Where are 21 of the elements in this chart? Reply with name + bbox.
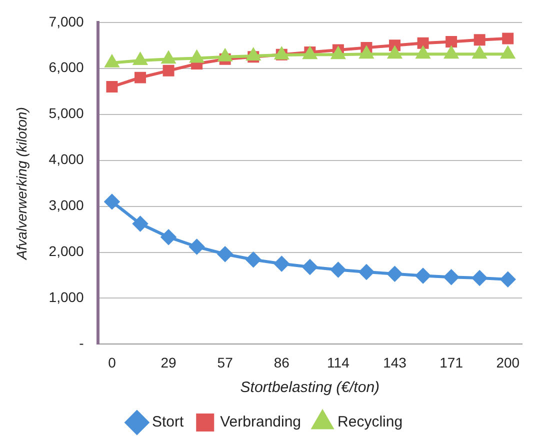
y-tick-label: 1,000 bbox=[48, 289, 84, 306]
x-tick-label: 86 bbox=[274, 354, 290, 370]
x-tick-label: 114 bbox=[327, 354, 350, 370]
y-tick-label: 7,000 bbox=[48, 13, 84, 30]
legend-label: Recycling bbox=[338, 414, 403, 431]
legend-label: Verbranding bbox=[220, 414, 302, 431]
y-tick-label: 6,000 bbox=[48, 59, 84, 76]
legend-label: Stort bbox=[152, 414, 184, 431]
x-axis-title: Stortbelasting (€/ton) bbox=[240, 379, 380, 396]
x-tick-label: 200 bbox=[496, 354, 520, 370]
y-axis-title: Afvalverwerking (kiloton) bbox=[13, 107, 30, 261]
y-tick-label: - bbox=[79, 335, 84, 352]
x-tick-label: 57 bbox=[217, 354, 234, 370]
x-tick-label: 0 bbox=[108, 354, 116, 370]
y-tick-label: 3,000 bbox=[48, 197, 84, 214]
y-tick-label: 5,000 bbox=[48, 105, 84, 122]
x-tick-label: 29 bbox=[160, 354, 177, 370]
x-tick-label: 143 bbox=[383, 354, 407, 370]
y-tick-label: 2,000 bbox=[48, 243, 84, 260]
y-tick-label: 4,000 bbox=[48, 151, 84, 168]
x-tick-label: 171 bbox=[440, 354, 464, 370]
